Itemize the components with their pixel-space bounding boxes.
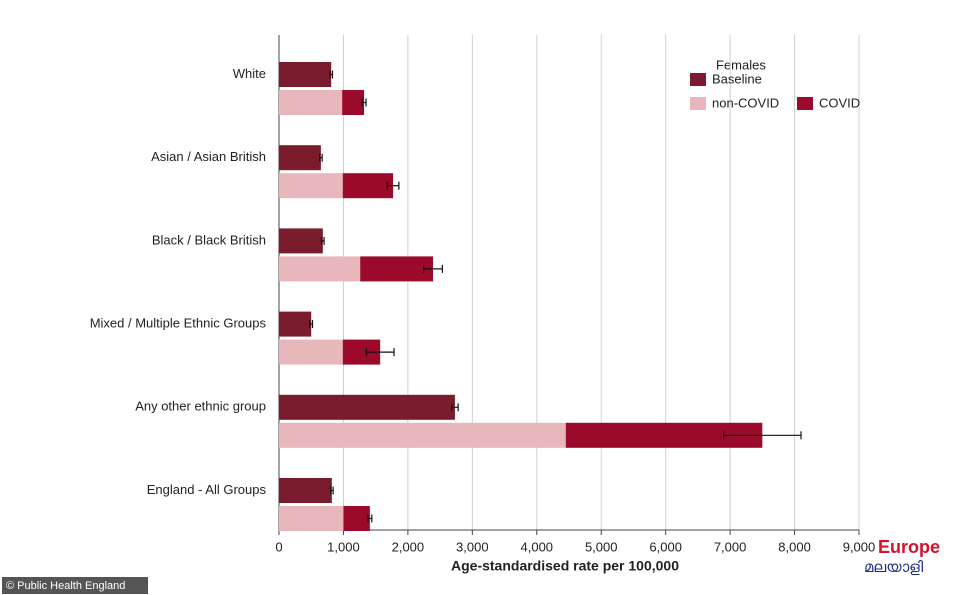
bar bbox=[279, 173, 343, 199]
bar bbox=[279, 506, 344, 531]
bar bbox=[279, 311, 312, 337]
bar bbox=[343, 506, 370, 531]
error-bar bbox=[320, 236, 325, 245]
error-bar bbox=[367, 514, 373, 523]
bar bbox=[342, 173, 394, 199]
error-bar bbox=[329, 70, 334, 79]
x-tick-label: 2,000 bbox=[392, 539, 425, 554]
error-bar bbox=[361, 98, 367, 107]
bar bbox=[279, 394, 455, 420]
bar bbox=[279, 62, 332, 87]
x-tick-label: 6,000 bbox=[649, 539, 682, 554]
legend-label: COVID bbox=[819, 95, 860, 110]
error-bar bbox=[319, 153, 323, 162]
error-bar bbox=[329, 486, 334, 495]
error-bar bbox=[365, 348, 395, 357]
bar bbox=[342, 90, 365, 115]
legend-label: Baseline bbox=[712, 71, 762, 86]
x-tick-label: 8,000 bbox=[778, 539, 811, 554]
bar bbox=[279, 90, 343, 115]
y-tick-label: England - All Groups bbox=[147, 482, 267, 497]
watermark: Europe bbox=[878, 537, 940, 557]
error-bar bbox=[309, 320, 314, 329]
y-tick-label: White bbox=[233, 66, 266, 81]
y-tick-label: Mixed / Multiple Ethnic Groups bbox=[90, 316, 267, 331]
watermark: മലയാളി bbox=[864, 559, 924, 576]
error-bar bbox=[423, 264, 443, 273]
x-tick-label: 5,000 bbox=[585, 539, 618, 554]
x-tick-label: 0 bbox=[275, 539, 282, 554]
x-tick-label: 7,000 bbox=[714, 539, 747, 554]
y-tick-label: Black / Black British bbox=[152, 232, 266, 247]
x-axis-label: Age-standardised rate per 100,000 bbox=[451, 558, 679, 574]
y-tick-label: Any other ethnic group bbox=[135, 399, 266, 414]
error-bar bbox=[386, 181, 400, 190]
error-bar bbox=[451, 403, 459, 412]
x-tick-label: 4,000 bbox=[521, 539, 554, 554]
error-bar bbox=[723, 431, 802, 440]
bar bbox=[279, 478, 332, 503]
source: © Public Health England bbox=[6, 580, 125, 592]
bar bbox=[279, 145, 321, 171]
bar bbox=[279, 228, 323, 254]
y-tick-label: Asian / Asian British bbox=[151, 149, 266, 164]
bar bbox=[360, 256, 434, 282]
bar bbox=[279, 422, 566, 448]
bar bbox=[279, 256, 361, 282]
legend-swatch bbox=[690, 73, 706, 86]
x-tick-label: 3,000 bbox=[456, 539, 489, 554]
x-tick-label: 1,000 bbox=[327, 539, 360, 554]
legend-swatch bbox=[690, 97, 706, 110]
x-tick-label: 9,000 bbox=[843, 539, 876, 554]
legend-label: non-COVID bbox=[712, 95, 779, 110]
source-bg bbox=[2, 577, 148, 594]
legend-swatch bbox=[797, 97, 813, 110]
legend-title: Females bbox=[716, 57, 766, 72]
bar bbox=[279, 339, 343, 365]
